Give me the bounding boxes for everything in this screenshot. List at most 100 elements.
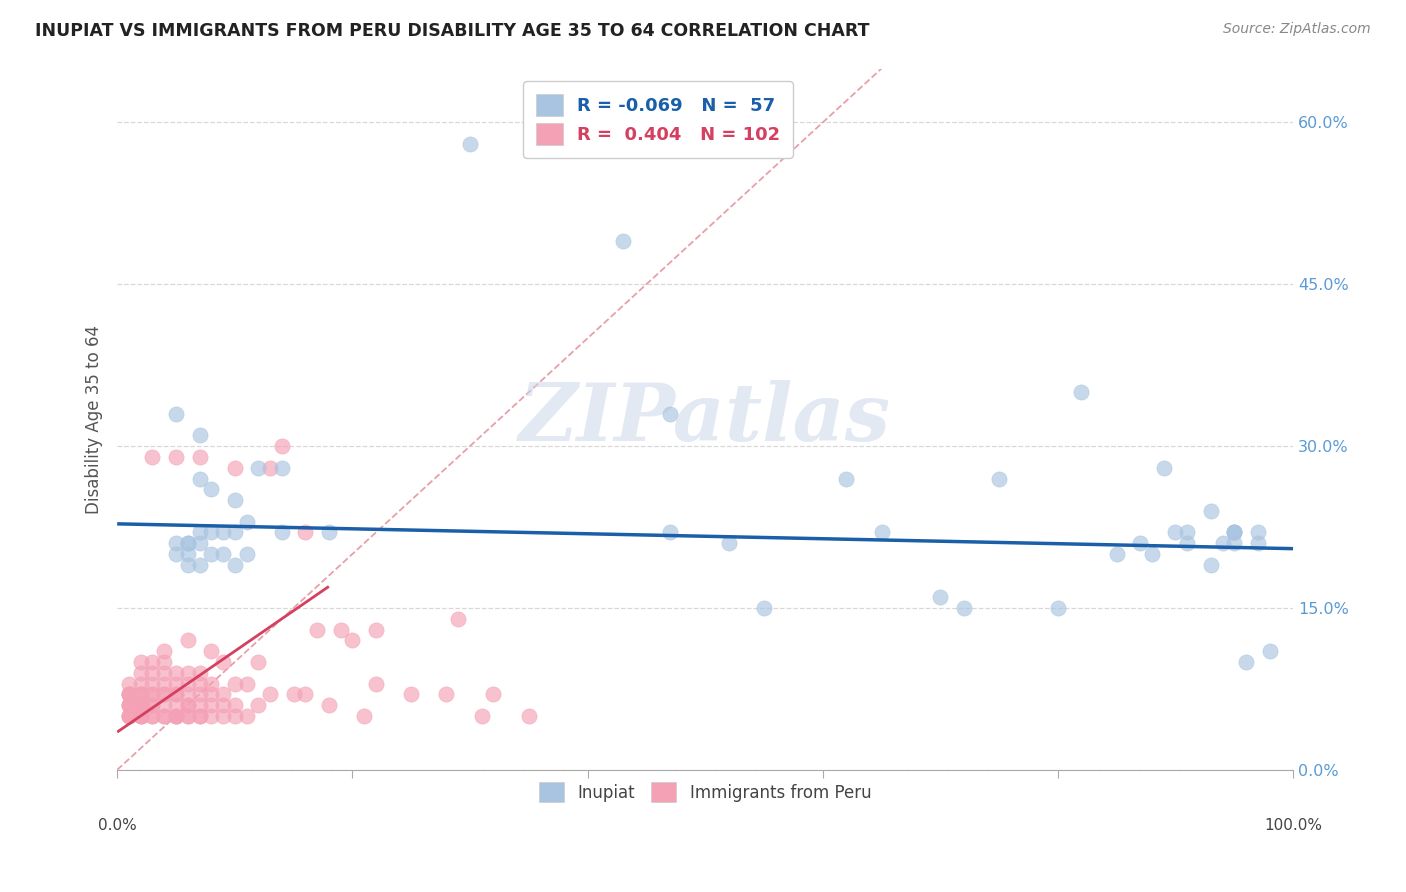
Point: [353, 709, 375, 723]
Point: [247, 460, 270, 475]
Point: [141, 687, 163, 701]
Point: [188, 665, 211, 680]
Point: [118, 687, 141, 701]
Point: [1175, 525, 1198, 540]
Point: [165, 547, 187, 561]
Point: [1258, 644, 1281, 658]
Point: [118, 687, 141, 701]
Point: [1105, 547, 1128, 561]
Point: [458, 136, 481, 151]
Point: [188, 698, 211, 712]
Point: [177, 536, 200, 550]
Point: [1247, 525, 1270, 540]
Text: 0.0%: 0.0%: [98, 818, 136, 833]
Point: [165, 709, 187, 723]
Point: [1223, 525, 1246, 540]
Point: [141, 698, 163, 712]
Point: [177, 687, 200, 701]
Point: [165, 665, 187, 680]
Point: [1140, 547, 1163, 561]
Point: [165, 407, 187, 421]
Point: [177, 698, 200, 712]
Point: [177, 547, 200, 561]
Point: [1153, 460, 1175, 475]
Point: [1070, 385, 1092, 400]
Point: [129, 698, 152, 712]
Point: [259, 687, 281, 701]
Point: [153, 687, 176, 701]
Point: [247, 698, 270, 712]
Point: [177, 676, 200, 690]
Point: [177, 558, 200, 572]
Text: Source: ZipAtlas.com: Source: ZipAtlas.com: [1223, 22, 1371, 37]
Point: [153, 709, 176, 723]
Point: [235, 547, 257, 561]
Point: [329, 623, 352, 637]
Point: [177, 633, 200, 648]
Point: [153, 655, 176, 669]
Point: [129, 687, 152, 701]
Point: [141, 709, 163, 723]
Point: [200, 676, 222, 690]
Point: [129, 698, 152, 712]
Point: [177, 709, 200, 723]
Point: [364, 623, 387, 637]
Point: [259, 460, 281, 475]
Point: [200, 698, 222, 712]
Point: [129, 687, 152, 701]
Point: [471, 709, 494, 723]
Point: [129, 709, 152, 723]
Point: [399, 687, 422, 701]
Point: [141, 676, 163, 690]
Point: [165, 450, 187, 464]
Point: [165, 676, 187, 690]
Point: [1223, 536, 1246, 550]
Point: [200, 483, 222, 497]
Point: [270, 460, 292, 475]
Point: [129, 698, 152, 712]
Point: [235, 515, 257, 529]
Point: [1199, 504, 1222, 518]
Point: [1046, 601, 1069, 615]
Point: [141, 665, 163, 680]
Point: [118, 709, 141, 723]
Point: [1164, 525, 1187, 540]
Text: INUPIAT VS IMMIGRANTS FROM PERU DISABILITY AGE 35 TO 64 CORRELATION CHART: INUPIAT VS IMMIGRANTS FROM PERU DISABILI…: [35, 22, 870, 40]
Point: [658, 407, 681, 421]
Point: [165, 709, 187, 723]
Point: [153, 676, 176, 690]
Point: [141, 450, 163, 464]
Point: [224, 709, 246, 723]
Point: [318, 525, 340, 540]
Point: [141, 709, 163, 723]
Point: [188, 471, 211, 485]
Point: [752, 601, 775, 615]
Point: [224, 525, 246, 540]
Point: [212, 655, 235, 669]
Point: [129, 687, 152, 701]
Point: [270, 525, 292, 540]
Legend: Inupiat, Immigrants from Peru: Inupiat, Immigrants from Peru: [527, 771, 883, 814]
Point: [447, 612, 470, 626]
Point: [212, 698, 235, 712]
Point: [1212, 536, 1234, 550]
Point: [188, 676, 211, 690]
Point: [200, 644, 222, 658]
Point: [658, 525, 681, 540]
Point: [235, 676, 257, 690]
Point: [224, 698, 246, 712]
Point: [212, 687, 235, 701]
Point: [224, 676, 246, 690]
Point: [188, 428, 211, 442]
Point: [224, 460, 246, 475]
Point: [165, 536, 187, 550]
Point: [165, 687, 187, 701]
Point: [165, 709, 187, 723]
Point: [212, 525, 235, 540]
Point: [212, 709, 235, 723]
Point: [200, 547, 222, 561]
Point: [177, 709, 200, 723]
Y-axis label: Disability Age 35 to 64: Disability Age 35 to 64: [86, 325, 103, 514]
Point: [129, 665, 152, 680]
Point: [224, 558, 246, 572]
